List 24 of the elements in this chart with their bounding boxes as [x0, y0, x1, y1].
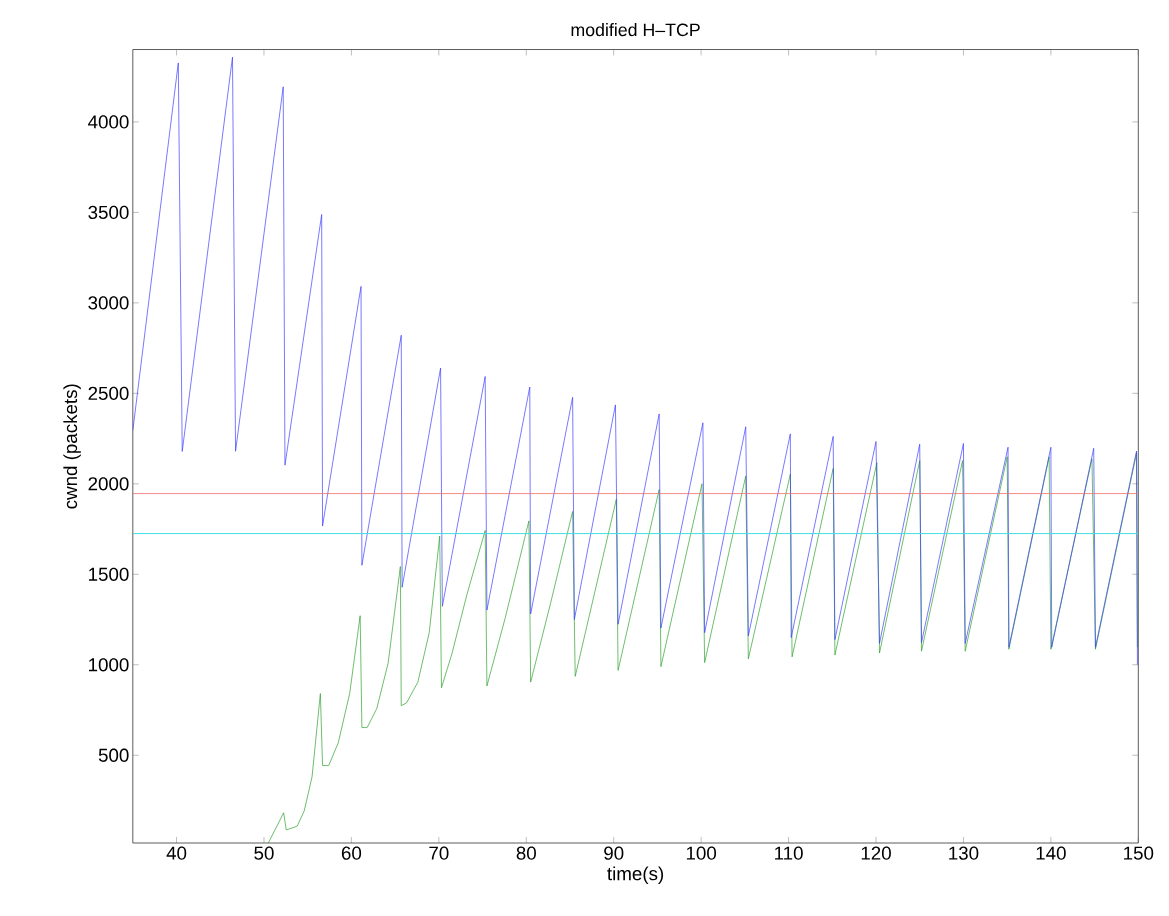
- x-tick-label: 70: [429, 846, 449, 860]
- x-tick-label: 100: [686, 846, 717, 860]
- x-tick-label: 80: [516, 846, 536, 860]
- y-tick-label: 1500: [89, 567, 129, 581]
- x-tick-label: 60: [341, 846, 362, 860]
- x-tick-label: 130: [949, 846, 979, 860]
- x-tick-label: 90: [604, 846, 624, 860]
- y-tick-label: 2000: [88, 477, 129, 491]
- x-tick-label: 150: [1124, 846, 1154, 860]
- x-tick-label: 140: [1036, 846, 1066, 860]
- chart-title: modified H–TCP: [571, 22, 700, 36]
- y-tick-label: 4000: [88, 115, 129, 129]
- line-series: [132, 56, 1138, 665]
- x-tick-label: 120: [861, 846, 891, 860]
- y-tick-label: 1000: [89, 657, 129, 672]
- y-axis-title: cwnd (packets): [63, 384, 81, 509]
- x-tick-label: 50: [254, 846, 274, 860]
- y-tick-label: 2500: [88, 386, 129, 400]
- y-tick-label: 3500: [88, 205, 129, 219]
- x-tick-label: 110: [775, 846, 803, 860]
- y-tick-label: 500: [98, 748, 129, 762]
- y-tick-label: 3000: [88, 296, 129, 310]
- x-tick-label: 40: [166, 846, 187, 860]
- x-axis-title: time(s): [607, 866, 664, 884]
